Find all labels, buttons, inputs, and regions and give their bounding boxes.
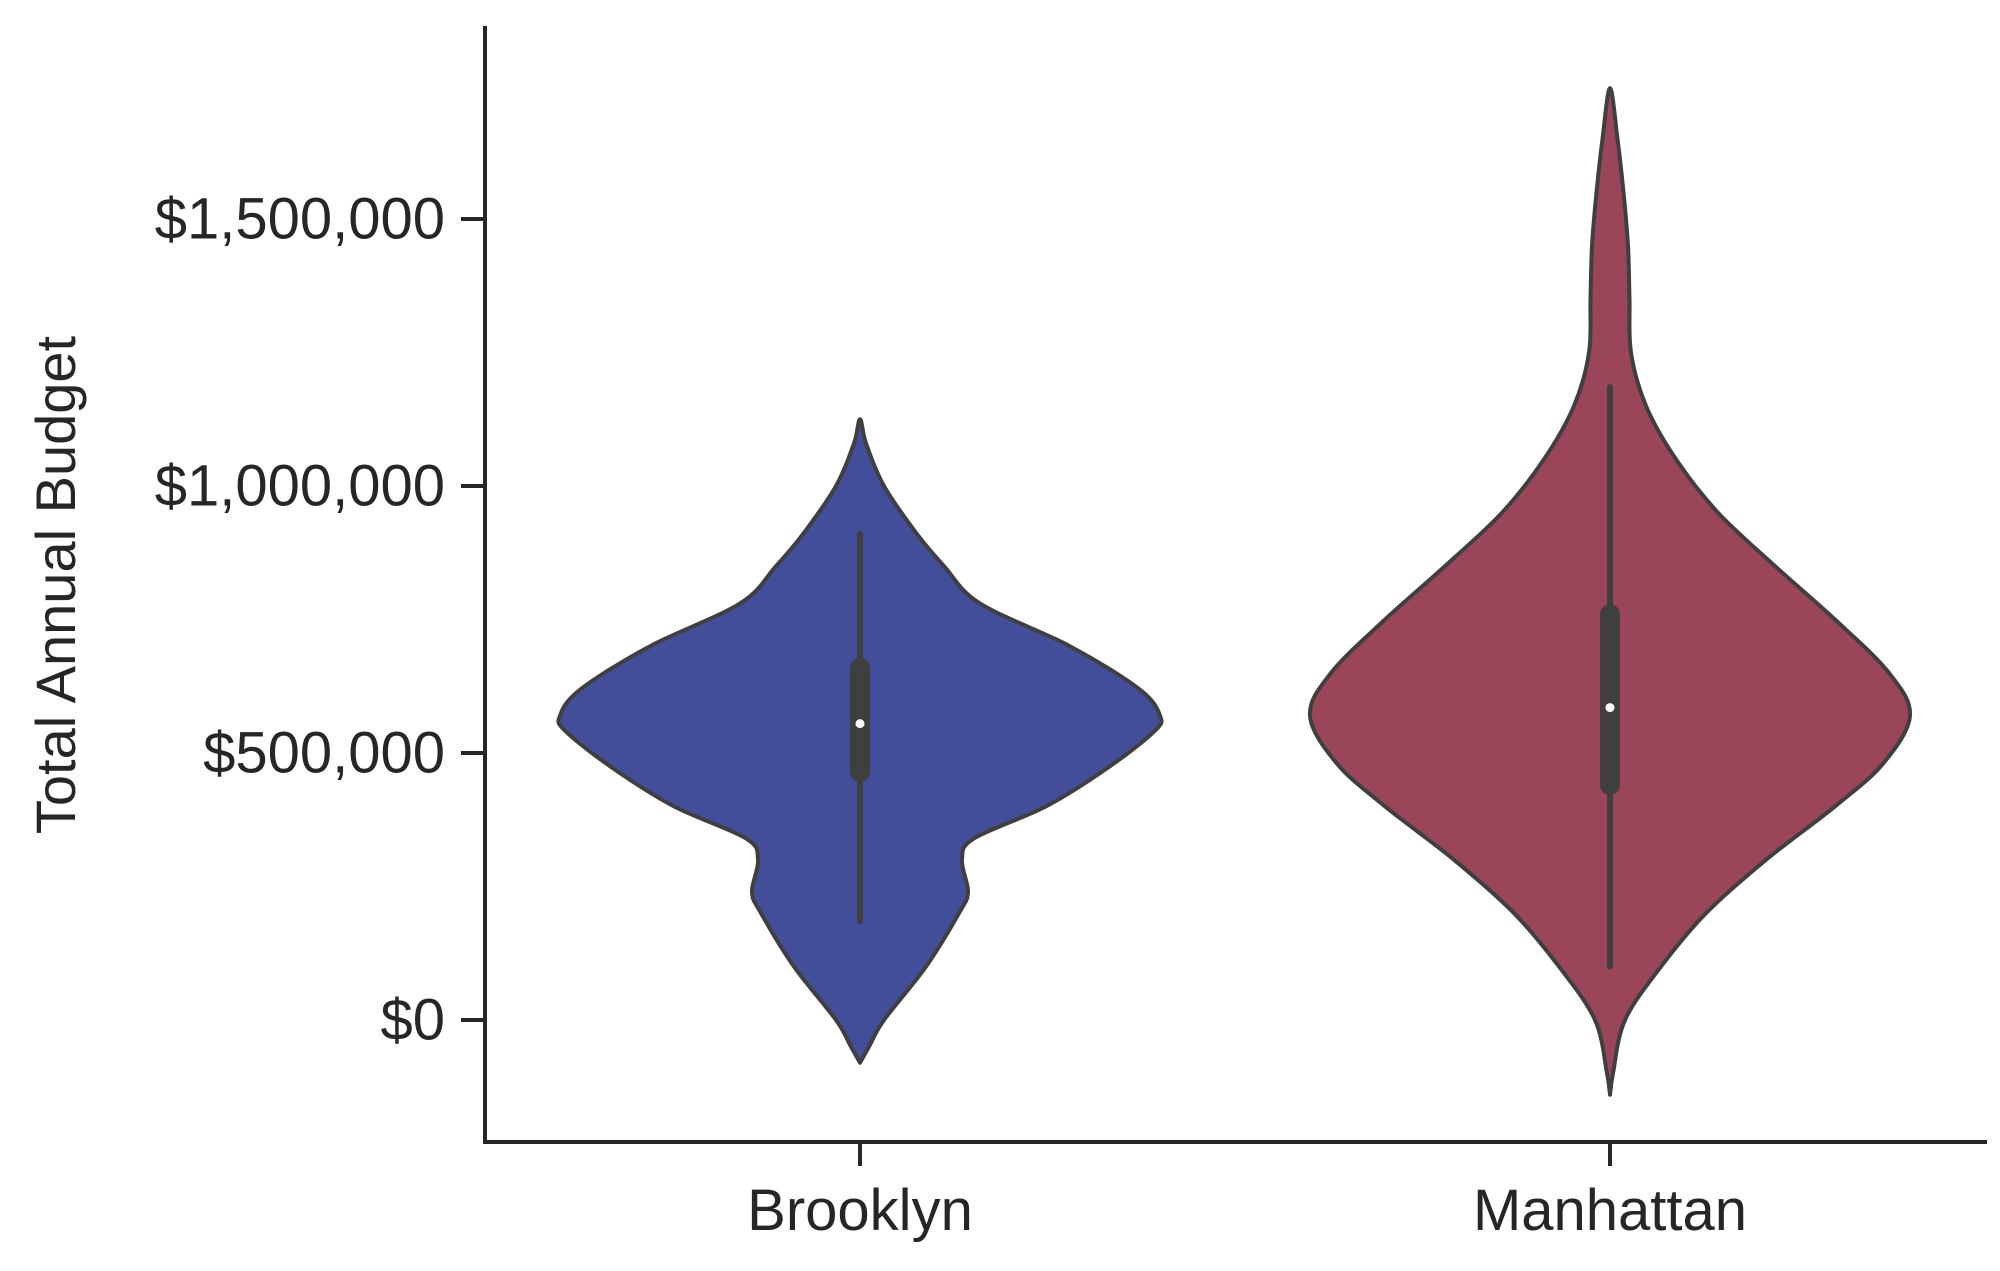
axes-layer: $0 $500,000 $1,000,000 $1,500,000 Brooklyn Ma… [155, 26, 1987, 1243]
y-tick-label: $0 [380, 988, 445, 1053]
y-axis-title: Total Annual Budget [24, 335, 87, 834]
violin-manhattan [1307, 86, 1913, 1097]
y-tick-label: $500,000 [203, 721, 445, 786]
y-tick-label: $1,000,000 [155, 454, 445, 519]
median-dot [1605, 703, 1615, 713]
y-tick-label: $1,500,000 [155, 187, 445, 252]
x-tick-label: Brooklyn [747, 1178, 973, 1243]
median-dot [855, 719, 865, 729]
violin-brooklyn [556, 417, 1164, 1065]
violins-layer [556, 86, 1913, 1097]
x-tick-label: Manhattan [1473, 1178, 1747, 1243]
